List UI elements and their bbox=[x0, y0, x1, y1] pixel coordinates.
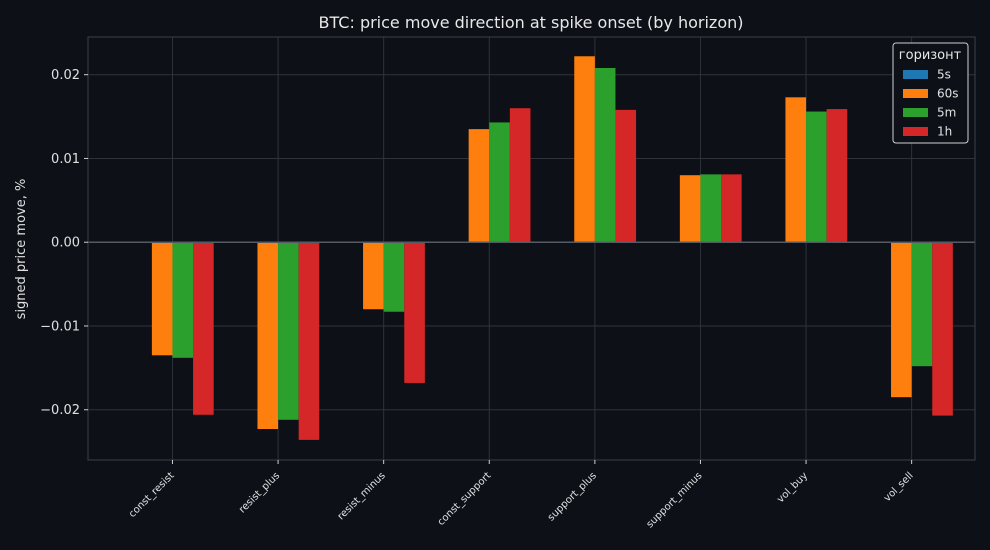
bar-1h-support_plus bbox=[615, 109, 637, 243]
legend-label-5m: 5m bbox=[937, 106, 956, 120]
legend-label-1h: 1h bbox=[937, 125, 952, 139]
legend-label-5s: 5s bbox=[937, 68, 951, 82]
y-tick-label: 0.00 bbox=[51, 236, 80, 251]
bar-1h-resist_minus bbox=[404, 242, 425, 383]
bars bbox=[151, 56, 953, 440]
bar-1h-resist_plus bbox=[298, 242, 320, 440]
bar-60s-vol_buy bbox=[785, 97, 807, 243]
legend-title: горизонт bbox=[899, 48, 962, 63]
bar-1h-const_resist bbox=[193, 242, 214, 415]
legend-swatch-60s bbox=[903, 89, 928, 98]
bar-60s-resist_minus bbox=[363, 242, 384, 310]
bar-1h-vol_buy bbox=[826, 109, 848, 243]
bar-1h-const_support bbox=[509, 108, 531, 243]
y-tick-label: −0.02 bbox=[40, 403, 80, 418]
bar-5m-const_support bbox=[489, 122, 510, 243]
legend-swatch-5s bbox=[903, 70, 928, 79]
plot-frame bbox=[87, 36, 976, 461]
bar-60s-const_resist bbox=[151, 242, 173, 356]
legend: горизонт 5s 60s 5m 1h bbox=[892, 42, 969, 144]
y-axis: −0.02 −0.01 0.00 0.01 0.02 bbox=[40, 68, 88, 418]
bar-60s-support_plus bbox=[574, 56, 595, 243]
y-tick-label: 0.02 bbox=[51, 68, 80, 83]
legend-box bbox=[892, 42, 969, 144]
y-tick-label: −0.01 bbox=[40, 319, 80, 334]
bar-5m-vol_buy bbox=[806, 111, 827, 243]
bar-5m-support_plus bbox=[594, 67, 616, 243]
bar-60s-const_support bbox=[468, 129, 490, 243]
legend-swatch-5m bbox=[903, 108, 928, 117]
bar-5m-const_resist bbox=[172, 242, 194, 358]
bar-60s-vol_sell bbox=[891, 242, 912, 398]
bar-5m-resist_plus bbox=[278, 242, 299, 420]
bar-60s-resist_plus bbox=[257, 242, 279, 430]
bar-1h-support_minus bbox=[721, 174, 742, 243]
y-axis-label: signed price move, % bbox=[14, 179, 29, 320]
bar-5m-resist_minus bbox=[383, 242, 405, 312]
legend-swatch-1h bbox=[903, 127, 928, 136]
bar-5m-support_minus bbox=[700, 174, 722, 243]
legend-label-60s: 60s bbox=[937, 87, 959, 101]
bar-60s-support_minus bbox=[679, 175, 701, 243]
bar-1h-vol_sell bbox=[932, 242, 953, 416]
bar-5m-vol_sell bbox=[911, 242, 933, 367]
y-tick-label: 0.01 bbox=[51, 152, 80, 167]
chart-title: BTC: price move direction at spike onset… bbox=[318, 13, 743, 32]
